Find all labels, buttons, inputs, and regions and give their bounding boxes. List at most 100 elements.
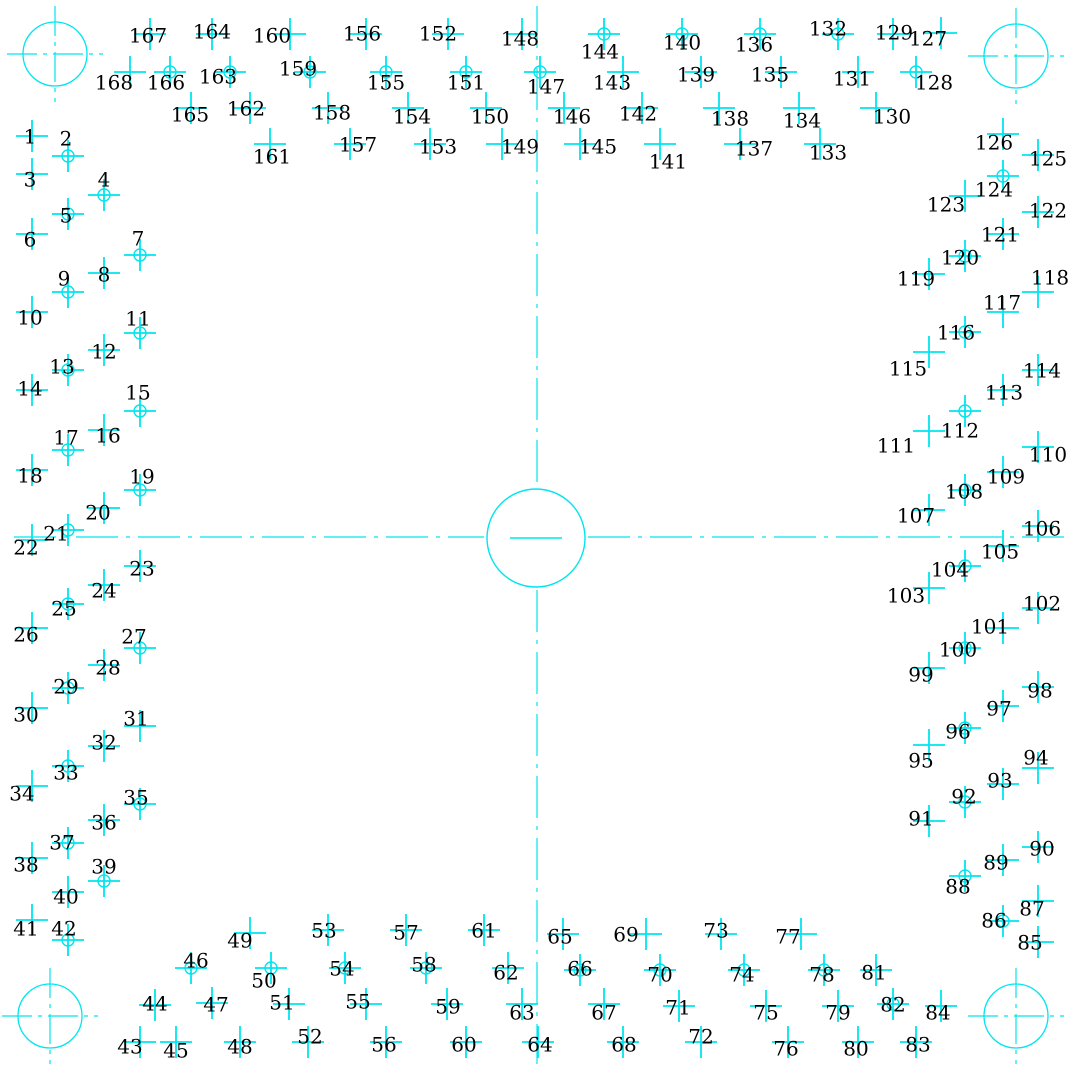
hole-label: 127 — [909, 27, 947, 51]
drill-mark — [506, 18, 538, 50]
hole-label: 4 — [98, 168, 111, 192]
drill-mark — [16, 524, 48, 556]
hole-label: 56 — [371, 1033, 396, 1057]
hole-label: 118 — [1031, 266, 1069, 290]
hole-label: 74 — [729, 963, 754, 987]
hole-label: 75 — [753, 1001, 778, 1025]
drill-mark — [644, 128, 676, 160]
drill-mark — [160, 1026, 192, 1058]
hole-label: 99 — [908, 663, 933, 687]
hole-label: 3 — [24, 168, 37, 192]
drill-mark — [1022, 592, 1054, 624]
hole-label: 38 — [13, 853, 38, 877]
drill-mark — [450, 1026, 482, 1058]
drill-mark — [492, 952, 524, 984]
drill-mark — [666, 18, 698, 50]
hole-label: 20 — [85, 501, 110, 525]
hole-label: 166 — [147, 71, 185, 95]
hole-label: 112 — [941, 419, 979, 443]
drill-mark — [274, 18, 306, 50]
hole-label: 98 — [1027, 679, 1052, 703]
hole-label: 78 — [809, 963, 834, 987]
hole-label: 104 — [931, 558, 969, 582]
hole-label: 147 — [527, 75, 565, 99]
drill-mark — [949, 786, 981, 818]
hole-label: 83 — [905, 1033, 930, 1057]
hole-label: 117 — [983, 291, 1021, 315]
hole-label: 24 — [91, 579, 116, 603]
drill-mark — [765, 56, 797, 88]
drill-mark — [607, 56, 639, 88]
drill-mark — [547, 918, 579, 950]
hole-label: 122 — [1029, 199, 1067, 223]
hole-label: 163 — [199, 65, 237, 89]
hole-label: 89 — [983, 851, 1008, 875]
drill-mark — [175, 952, 207, 984]
drill-mark — [52, 514, 84, 546]
hole-label: 28 — [95, 656, 120, 680]
drill-mark — [273, 988, 305, 1020]
drill-mark — [728, 954, 760, 986]
hole-label: 46 — [183, 949, 208, 973]
hole-label: 120 — [941, 246, 979, 270]
drill-mark — [842, 56, 874, 88]
drill-mark — [294, 56, 326, 88]
drill-mark — [913, 415, 945, 447]
hole-label: 116 — [937, 321, 975, 345]
drill-mark — [949, 180, 981, 212]
drill-mark — [16, 612, 48, 644]
hole-label: 19 — [129, 465, 154, 489]
drill-mark — [88, 865, 120, 897]
drill-mark — [414, 128, 446, 160]
hole-label: 55 — [345, 990, 370, 1014]
drill-mark — [630, 918, 662, 950]
hole-label: 154 — [393, 105, 431, 129]
hole-label: 111 — [877, 434, 915, 458]
drill-mark — [124, 788, 156, 820]
hole-label: 25 — [51, 597, 76, 621]
drill-mark — [548, 92, 580, 124]
drill-mark — [486, 128, 518, 160]
hole-label: 160 — [253, 24, 291, 48]
hole-label: 167 — [129, 24, 167, 48]
hole-label: 106 — [1023, 517, 1061, 541]
drill-mark — [685, 1026, 717, 1058]
drill-mark — [124, 1026, 156, 1058]
hole-label: 40 — [53, 885, 78, 909]
drill-mark — [370, 56, 402, 88]
drill-mark — [431, 988, 463, 1020]
drill-mark — [524, 56, 556, 88]
drill-mark — [432, 18, 464, 50]
center-hole-circle — [486, 488, 586, 588]
hole-label: 146 — [553, 105, 591, 129]
hole-label: 29 — [53, 675, 78, 699]
hole-label: 86 — [981, 909, 1006, 933]
drill-mark — [390, 914, 422, 946]
hole-label: 26 — [13, 623, 38, 647]
hole-label: 21 — [43, 522, 68, 546]
hole-label: 91 — [908, 807, 933, 831]
drill-mark — [506, 988, 538, 1020]
hole-label: 79 — [825, 1001, 850, 1025]
hole-label: 81 — [861, 961, 886, 985]
drill-mark — [196, 987, 228, 1019]
hole-label: 9 — [58, 267, 71, 291]
drill-mark — [913, 572, 945, 604]
corner-mount-hole — [7, 6, 103, 102]
hole-label: 85 — [1017, 931, 1042, 955]
hole-label: 121 — [981, 223, 1019, 247]
drill-mark — [234, 917, 266, 949]
hole-label: 145 — [579, 135, 617, 159]
drill-mark — [1022, 671, 1054, 703]
drill-mark — [350, 988, 382, 1020]
hole-label: 162 — [227, 97, 265, 121]
hole-label: 157 — [339, 133, 377, 157]
drill-mark — [52, 924, 84, 956]
hole-label: 14 — [17, 377, 42, 401]
hole-label: 47 — [203, 993, 228, 1017]
drill-mark — [52, 876, 84, 908]
hole-label: 144 — [581, 40, 619, 64]
hole-label: 70 — [647, 963, 672, 987]
corner-mount-hole — [2, 968, 98, 1064]
